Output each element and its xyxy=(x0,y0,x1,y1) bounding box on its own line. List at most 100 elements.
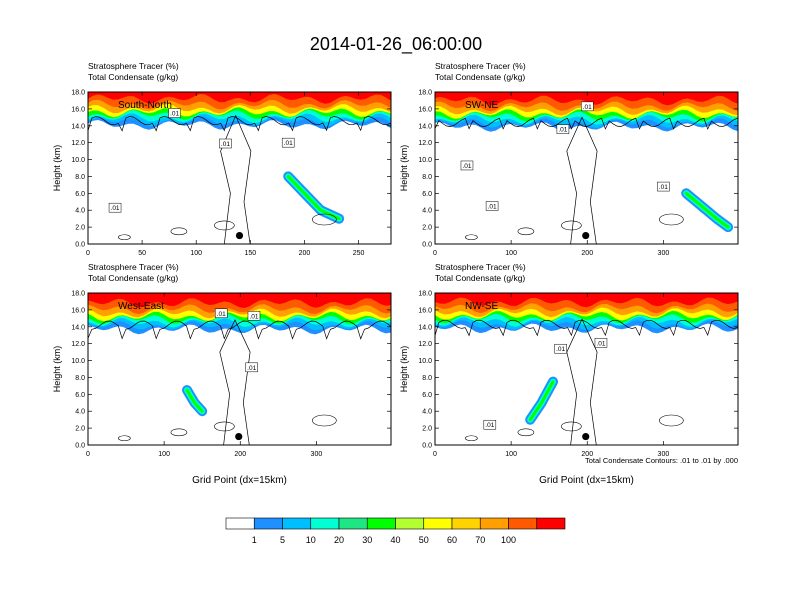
y-tick-label: 6.0 xyxy=(75,392,85,399)
y-tick-label: 16.0 xyxy=(71,307,85,314)
y-tick-label: 18.0 xyxy=(418,291,432,298)
x-tick-label: 300 xyxy=(311,451,323,458)
condensate-contour xyxy=(88,320,391,340)
condensate-contour xyxy=(659,213,684,226)
contour-label: .01 xyxy=(170,111,179,118)
panel-label: NW-SE xyxy=(465,301,498,312)
condensate-contour xyxy=(88,116,391,132)
y-tick-label: 10.0 xyxy=(71,157,85,164)
condensate-contour xyxy=(566,318,598,445)
y-tick-label: 10.0 xyxy=(418,157,432,164)
colorbar-label: 50 xyxy=(419,535,429,545)
colorbar-label: 1 xyxy=(252,535,257,545)
contour-label-box xyxy=(219,138,232,149)
y-tick-label: 14.0 xyxy=(418,123,432,130)
contour-label-box xyxy=(483,419,497,430)
panel-title-tracer: Stratosphere Tracer (%) xyxy=(435,262,526,272)
plot-area xyxy=(435,293,738,445)
colorbar-swatch xyxy=(479,517,509,530)
x-tick-label: 0 xyxy=(433,451,437,458)
contour-label: .01 xyxy=(221,141,230,148)
y-tick-label: 0.0 xyxy=(75,242,85,249)
contour-label-box xyxy=(556,124,570,134)
panel-label: SW-NE xyxy=(465,100,498,111)
y-tick-label: 2.0 xyxy=(75,225,85,232)
y-tick-label: 12.0 xyxy=(418,140,432,147)
condensate-contour xyxy=(170,428,188,437)
plot-area xyxy=(435,92,738,244)
x-tick-label: 300 xyxy=(658,451,670,458)
contour-label: .01 xyxy=(111,205,120,212)
x-tick-label: 100 xyxy=(190,250,202,257)
colorbar-label: 30 xyxy=(362,535,372,545)
tracer-band xyxy=(88,293,391,308)
colorbar-label: 100 xyxy=(501,535,516,545)
contour-label: .01 xyxy=(284,140,293,147)
y-axis-label: Height (km) xyxy=(399,145,409,192)
contour-label: .01 xyxy=(485,422,494,429)
location-marker xyxy=(235,432,243,441)
contour-label: .01 xyxy=(556,346,565,353)
y-tick-label: 16.0 xyxy=(418,307,432,314)
colorbar-label: 70 xyxy=(475,535,485,545)
figure-title: 2014-01-26_06:00:00 xyxy=(310,34,482,55)
contour-label: .01 xyxy=(247,365,256,372)
y-tick-label: 2.0 xyxy=(422,225,432,232)
y-tick-label: 4.0 xyxy=(422,208,432,215)
condensate-contour xyxy=(170,227,188,236)
y-tick-label: 12.0 xyxy=(71,341,85,348)
colorbar-swatch xyxy=(395,517,425,530)
colorbar-swatch xyxy=(423,517,453,530)
y-tick-label: 18.0 xyxy=(71,90,85,97)
y-tick-label: 10.0 xyxy=(418,358,432,365)
y-tick-label: 2.0 xyxy=(75,426,85,433)
y-axis-label: Height (km) xyxy=(399,346,409,393)
y-tick-label: 4.0 xyxy=(75,208,85,215)
y-tick-label: 10.0 xyxy=(71,358,85,365)
tracer-plume xyxy=(528,380,555,422)
contour-label-box xyxy=(485,201,499,211)
location-marker xyxy=(582,432,590,441)
tracer-plume xyxy=(185,388,204,413)
condensate-contour xyxy=(118,435,131,442)
colorbar-swatch xyxy=(451,517,481,530)
plot-frame xyxy=(87,91,392,245)
y-tick-label: 18.0 xyxy=(418,90,432,97)
y-tick-label: 18.0 xyxy=(71,291,85,298)
y-axis-label: Height (km) xyxy=(52,145,62,192)
x-tick-label: 200 xyxy=(581,451,593,458)
condensate-contour xyxy=(312,213,337,226)
colorbar-swatch xyxy=(338,517,368,530)
condensate-contour xyxy=(118,234,131,241)
panel-title-condensate: Total Condensate (g/kg) xyxy=(88,273,178,283)
contour-label: .01 xyxy=(462,163,471,170)
colorbar-swatch xyxy=(536,517,566,530)
plot-area xyxy=(88,293,391,445)
condensate-contour xyxy=(219,319,251,445)
x-tick-label: 300 xyxy=(658,250,670,257)
panel-title-condensate: Total Condensate (g/kg) xyxy=(88,72,178,82)
contour-label: .01 xyxy=(217,311,226,318)
condensate-contour xyxy=(561,220,582,231)
contour-label: .01 xyxy=(596,340,605,347)
panel-title-condensate: Total Condensate (g/kg) xyxy=(435,273,525,283)
colorbar-swatch xyxy=(508,517,538,530)
x-tick-label: 100 xyxy=(505,451,517,458)
y-tick-label: 6.0 xyxy=(422,191,432,198)
plot-frame xyxy=(87,292,392,446)
tracer-band xyxy=(435,92,738,106)
x-tick-label: 250 xyxy=(353,250,365,257)
plot-frame xyxy=(434,91,739,245)
y-tick-label: 2.0 xyxy=(422,426,432,433)
y-tick-label: 16.0 xyxy=(71,106,85,113)
panel-south-north: Stratosphere Tracer (%)Total Condensate … xyxy=(52,61,392,257)
condensate-contour xyxy=(435,319,738,337)
colorbar-swatch xyxy=(253,517,283,530)
plot-area xyxy=(88,92,391,244)
y-tick-label: 12.0 xyxy=(418,341,432,348)
contour-label-box xyxy=(168,108,181,118)
condensate-contour xyxy=(566,116,598,244)
tracer-band xyxy=(435,293,738,308)
condensate-contour xyxy=(561,421,582,432)
